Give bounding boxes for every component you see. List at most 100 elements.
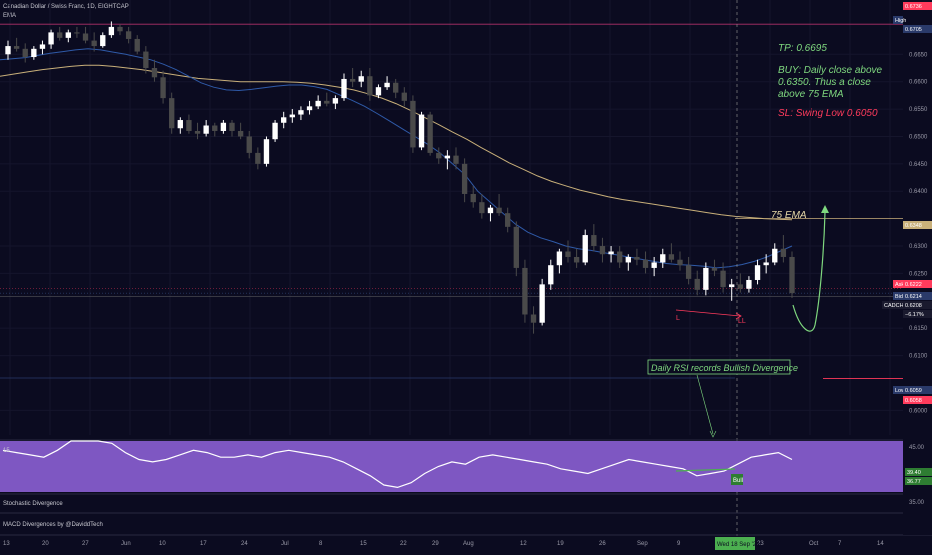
candle-body[interactable]: [272, 122, 278, 140]
candle-body[interactable]: [160, 77, 166, 99]
candle-body[interactable]: [634, 256, 640, 260]
candle-body[interactable]: [13, 46, 20, 49]
candle-body[interactable]: [479, 202, 485, 214]
candle-body[interactable]: [74, 32, 80, 34]
candle-body[interactable]: [685, 265, 692, 279]
candle-body[interactable]: [591, 235, 597, 247]
candle-body[interactable]: [22, 48, 28, 58]
candle-body[interactable]: [642, 259, 649, 268]
candle-body[interactable]: [763, 262, 769, 266]
candle-body[interactable]: [341, 78, 347, 99]
candle-body[interactable]: [48, 32, 54, 45]
candle-body[interactable]: [108, 26, 115, 36]
candle-body[interactable]: [608, 251, 614, 255]
candle-body[interactable]: [789, 256, 795, 294]
candle-body[interactable]: [427, 114, 433, 153]
candle-body[interactable]: [470, 193, 476, 203]
candle-body[interactable]: [720, 270, 726, 288]
candle-body[interactable]: [169, 98, 175, 129]
candle-body[interactable]: [487, 207, 494, 214]
candle-body[interactable]: [565, 251, 571, 257]
candle-body[interactable]: [522, 267, 528, 315]
candle-body[interactable]: [186, 120, 192, 131]
candle-body[interactable]: [91, 40, 97, 47]
candle-body[interactable]: [100, 35, 106, 47]
candle-body[interactable]: [324, 100, 330, 104]
candle-body[interactable]: [556, 251, 563, 266]
candle-body[interactable]: [125, 31, 132, 39]
candle-body[interactable]: [203, 125, 209, 134]
candle-body[interactable]: [134, 38, 140, 52]
candle-body[interactable]: [617, 251, 623, 263]
candle-body[interactable]: [151, 67, 158, 78]
candle-body[interactable]: [711, 267, 718, 271]
candle-body[interactable]: [220, 122, 227, 131]
candle-body[interactable]: [255, 152, 261, 164]
candle-body[interactable]: [582, 235, 588, 263]
rsi-pane-title[interactable]: 15: [3, 448, 10, 454]
candle-body[interactable]: [246, 136, 252, 153]
candle-body[interactable]: [746, 279, 752, 289]
candle-body[interactable]: [39, 44, 46, 49]
candle-body[interactable]: [548, 265, 554, 285]
price-axis[interactable]: 0.6650 0.6600 0.6550 0.6500 0.6450 0.6400 0.63…: [882, 0, 932, 535]
candle-body[interactable]: [505, 213, 511, 227]
price-tag-label: High: [895, 18, 906, 24]
candle-body[interactable]: [539, 284, 545, 323]
candle-body[interactable]: [393, 82, 399, 93]
candle-body[interactable]: [117, 26, 123, 32]
candle-body[interactable]: [651, 262, 657, 268]
candle-body[interactable]: [772, 248, 778, 263]
candle-body[interactable]: [729, 284, 735, 288]
candle-body[interactable]: [65, 32, 71, 38]
candle-body[interactable]: [315, 100, 321, 107]
candle-body[interactable]: [358, 76, 364, 82]
candle-body[interactable]: [177, 120, 183, 129]
candle-body[interactable]: [384, 82, 390, 88]
candle-body[interactable]: [496, 207, 502, 214]
candle-body[interactable]: [237, 130, 244, 137]
candle-body[interactable]: [229, 122, 235, 131]
candle-body[interactable]: [143, 51, 149, 68]
candle-body[interactable]: [263, 139, 270, 164]
candle-body[interactable]: [375, 87, 382, 96]
candle-body[interactable]: [410, 100, 416, 148]
candle-body[interactable]: [298, 110, 304, 115]
candle-body[interactable]: [31, 48, 37, 58]
candle-body[interactable]: [289, 114, 295, 118]
rsi-pane[interactable]: [2, 440, 793, 489]
candle-body[interactable]: [694, 278, 700, 290]
candle-body[interactable]: [194, 130, 201, 134]
candle-body[interactable]: [349, 78, 356, 82]
candle-body[interactable]: [212, 125, 218, 131]
candle-body[interactable]: [599, 246, 606, 255]
candle-body[interactable]: [5, 46, 11, 55]
candle-body[interactable]: [444, 155, 451, 159]
candle-body[interactable]: [625, 256, 631, 263]
candle-body[interactable]: [737, 284, 743, 289]
time-axis[interactable]: 132027Jun101724Jul8152229Aug121926Sep916…: [3, 537, 884, 550]
candle-body[interactable]: [703, 267, 709, 290]
candle-body[interactable]: [754, 265, 761, 280]
candle-body[interactable]: [660, 254, 666, 263]
candle-body[interactable]: [780, 248, 787, 257]
candle-body[interactable]: [513, 226, 519, 268]
candle-body[interactable]: [461, 163, 468, 194]
candle-body[interactable]: [418, 114, 425, 148]
candle-body[interactable]: [668, 254, 675, 260]
candle-body[interactable]: [436, 152, 442, 159]
candle-body[interactable]: [453, 155, 459, 164]
candle-body[interactable]: [573, 256, 580, 263]
macd-pane-title[interactable]: MACD Divergences by @DaviddTech: [3, 522, 103, 528]
candle-body[interactable]: [677, 259, 683, 266]
candle-body[interactable]: [281, 117, 287, 123]
candle-body[interactable]: [401, 92, 407, 101]
candle-body[interactable]: [82, 33, 89, 41]
candle-body[interactable]: [306, 106, 313, 111]
candle-body[interactable]: [367, 76, 373, 96]
stoch-pane-title[interactable]: Stochastic Divergence: [3, 501, 63, 507]
candle-body[interactable]: [530, 314, 537, 323]
candle-body[interactable]: [332, 98, 339, 104]
candle-body[interactable]: [57, 32, 63, 38]
